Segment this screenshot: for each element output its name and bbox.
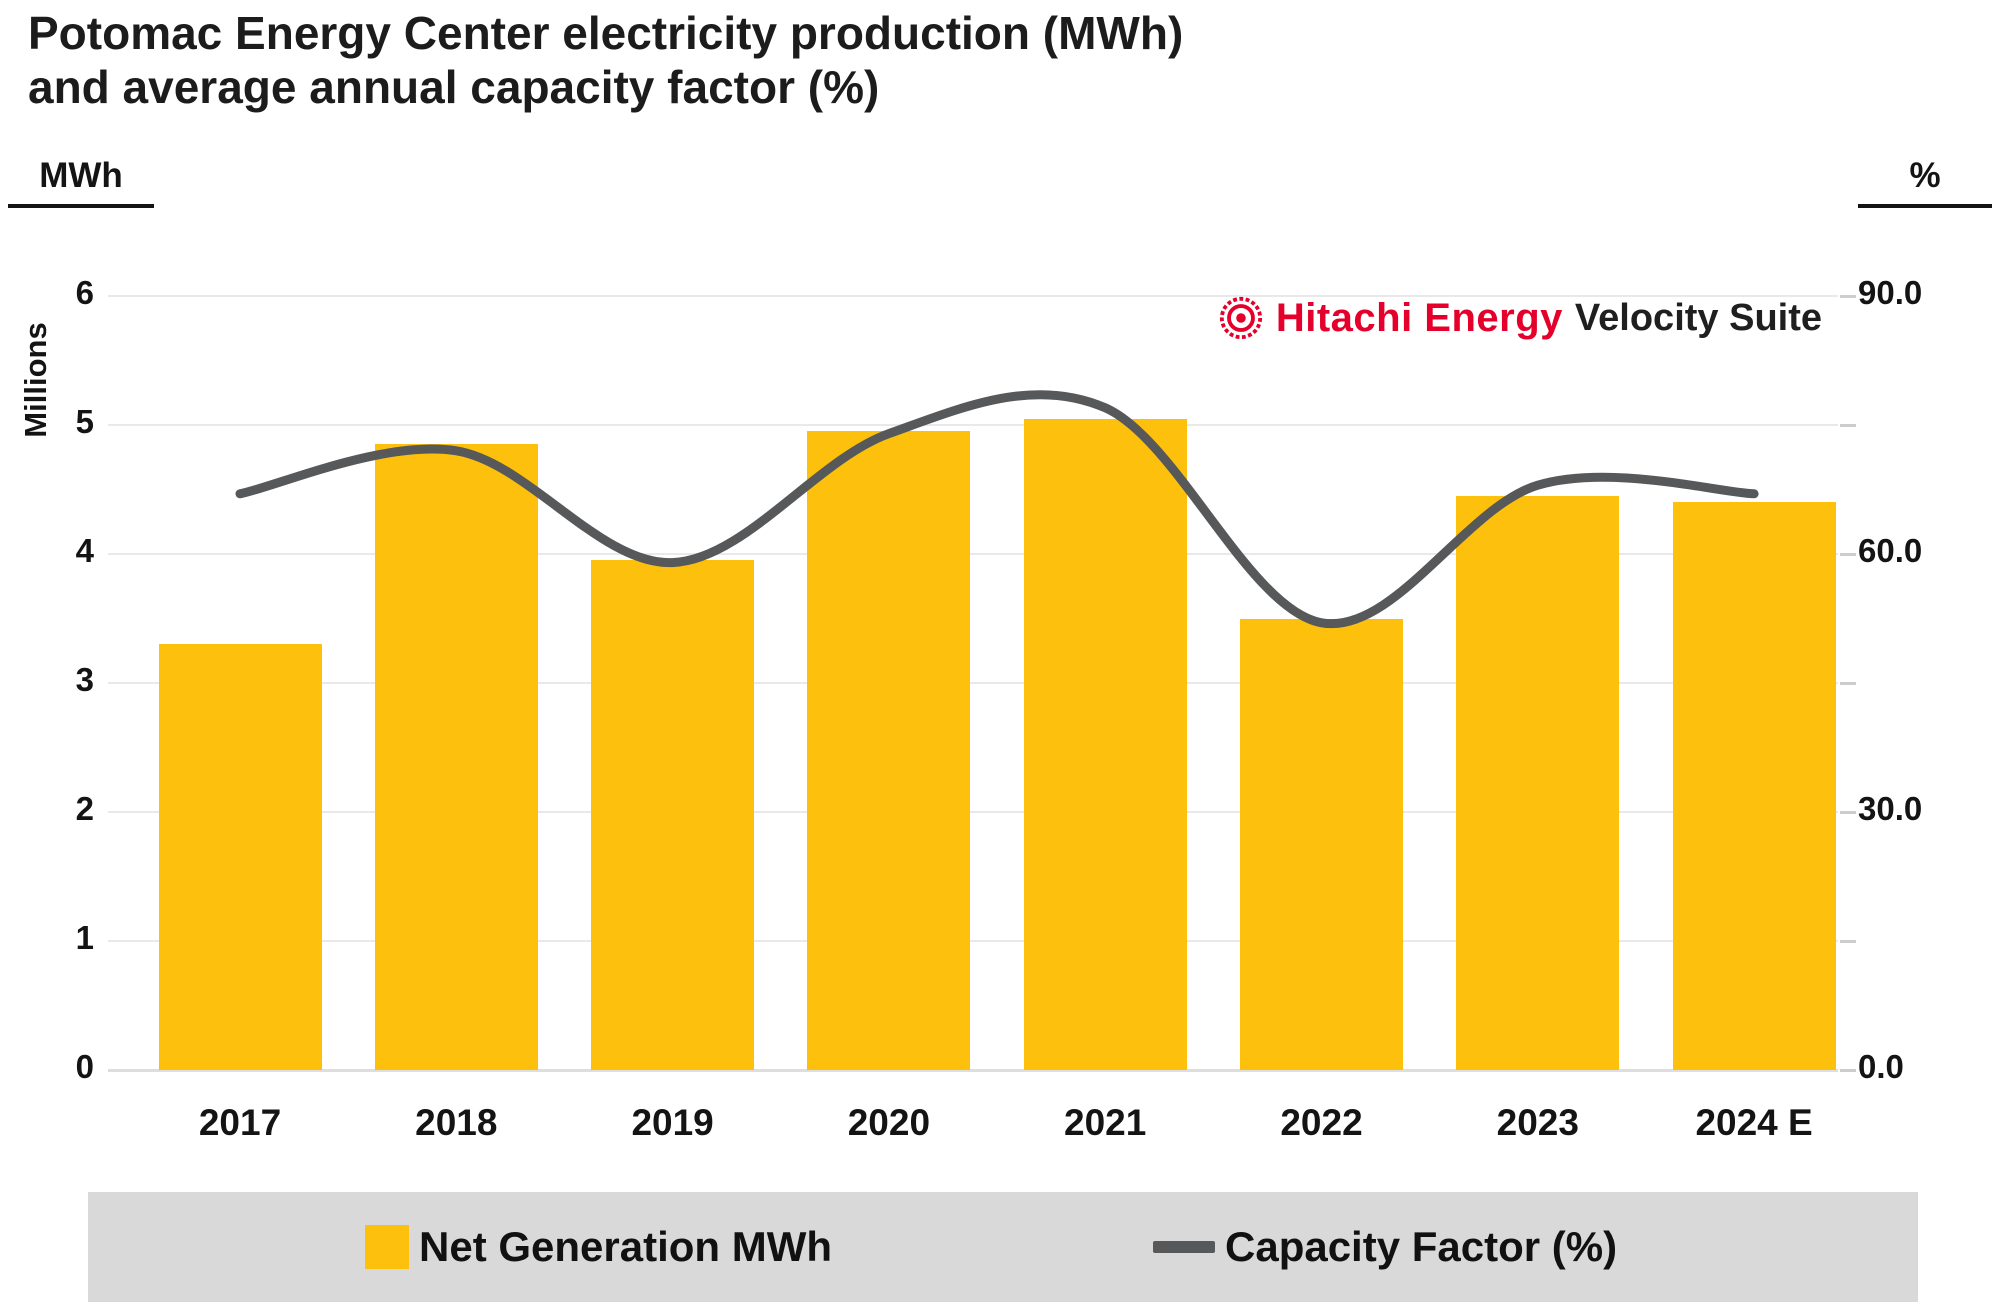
- right-axis-tick-mark: [1840, 295, 1856, 298]
- y-axis-tick-label: 4: [75, 532, 94, 569]
- net-generation-bar-2023: [1456, 495, 1620, 1070]
- brand-name: Hitachi Energy: [1275, 295, 1563, 340]
- x-axis-label-2020: 2020: [847, 1102, 931, 1143]
- legend-bar-swatch: [365, 1225, 409, 1269]
- y-axis-tick-label: 6: [75, 274, 94, 311]
- right-axis-tick-mark: [1840, 811, 1856, 814]
- x-axis-label-2022: 2022: [1280, 1102, 1363, 1143]
- right-axis-tick-mark: [1840, 940, 1856, 943]
- page-title: Potomac Energy Center electricity produc…: [28, 6, 1183, 114]
- x-axis-label-2018: 2018: [415, 1102, 498, 1143]
- left-axis-unit-label: MWh: [8, 156, 154, 208]
- net-generation-bar-2019: [591, 560, 755, 1070]
- right-axis-tick-mark: [1840, 553, 1856, 556]
- y-axis-tick-label: 5: [75, 403, 94, 440]
- gridline: [108, 682, 1838, 684]
- net-generation-bar-2020: [807, 431, 971, 1070]
- net-generation-bar-2024-E: [1672, 502, 1836, 1070]
- x-axis-line: [108, 1069, 1838, 1072]
- hitachi-energy-velocity-suite-logo: Hitachi Energy Velocity Suite: [1218, 292, 1822, 344]
- legend-item-net-generation: Net Generation MWh: [365, 1223, 832, 1271]
- right-axis-tick-mark: [1840, 1069, 1856, 1072]
- net-generation-bar-2018: [374, 444, 538, 1070]
- right-axis-tick-label: 30.0: [1858, 790, 1923, 827]
- legend-label-capacity-factor: Capacity Factor (%): [1225, 1223, 1618, 1270]
- gridline: [108, 811, 1838, 813]
- net-generation-bar-2021: [1023, 418, 1187, 1070]
- y-axis-tick-label: 1: [75, 919, 94, 956]
- gridline: [108, 295, 1838, 297]
- net-generation-bar-2017: [158, 644, 322, 1070]
- legend-item-capacity-factor: Capacity Factor (%): [1153, 1223, 1617, 1271]
- gridline: [108, 940, 1838, 942]
- x-axis-label-2017: 2017: [198, 1102, 282, 1143]
- net-generation-bar-2022: [1240, 618, 1403, 1070]
- hitachi-energy-logo-icon: [1219, 296, 1262, 340]
- x-axis-label-2019: 2019: [631, 1102, 714, 1143]
- title-line-1: Potomac Energy Center electricity produc…: [28, 7, 1184, 59]
- legend: Net Generation MWh Capacity Factor (%): [88, 1192, 1918, 1302]
- title-line-2: and average annual capacity factor (%): [28, 61, 880, 113]
- right-axis-tick-label: 0.0: [1858, 1048, 1904, 1085]
- x-axis-label-2023: 2023: [1496, 1102, 1579, 1143]
- right-axis-tick-mark: [1840, 424, 1856, 427]
- x-axis-label-2024-E: 2024 E: [1695, 1102, 1813, 1143]
- right-axis-tick-label: 90.0: [1858, 274, 1923, 311]
- right-axis-tick-mark: [1840, 682, 1856, 685]
- legend-line-swatch: [1153, 1241, 1215, 1253]
- right-axis-unit-label: %: [1858, 156, 1992, 208]
- y-axis-tick-label: 2: [75, 790, 94, 827]
- product-name: Velocity Suite: [1574, 296, 1822, 339]
- y-axis-tick-label: 0: [75, 1048, 94, 1085]
- x-axis-label-2021: 2021: [1064, 1102, 1147, 1143]
- gridline: [108, 424, 1838, 426]
- y-axis-tick-label: 3: [75, 661, 94, 698]
- legend-label-net-generation: Net Generation MWh: [419, 1223, 833, 1270]
- right-axis-tick-label: 60.0: [1858, 532, 1923, 569]
